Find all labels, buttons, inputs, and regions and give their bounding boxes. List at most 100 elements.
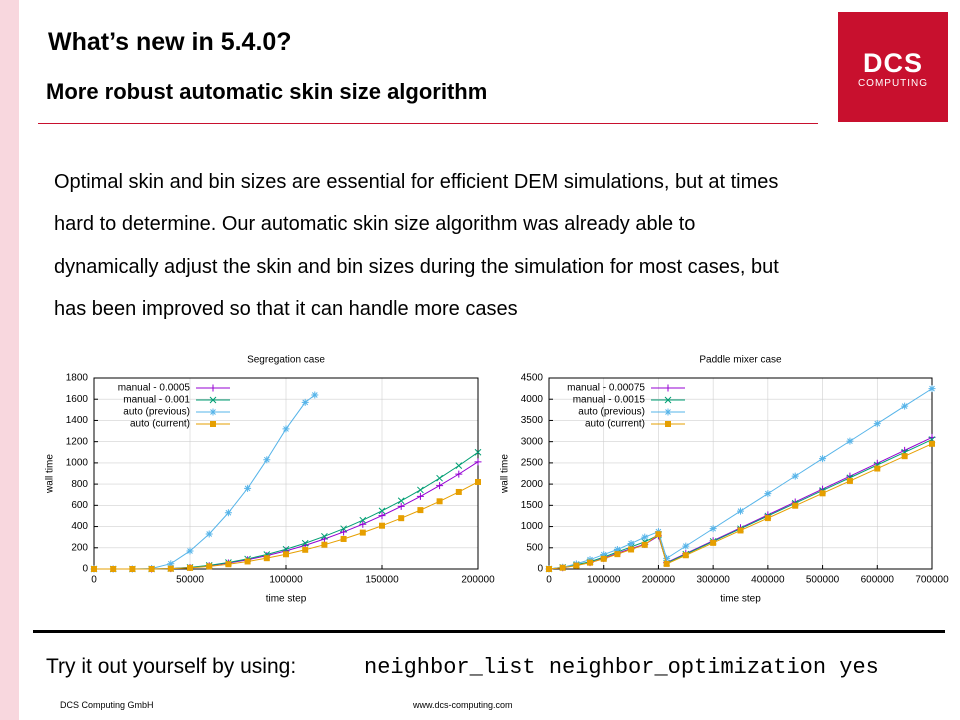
point <box>641 541 648 548</box>
x-tick-label: 0 <box>91 575 97 586</box>
series-line <box>548 436 933 570</box>
point <box>244 558 251 565</box>
point <box>301 539 309 547</box>
point <box>846 477 853 484</box>
point <box>301 398 309 406</box>
legend-label: auto (previous) <box>578 407 645 418</box>
point <box>187 564 193 571</box>
point <box>710 539 717 546</box>
footer-url: www.dcs-computing.com <box>413 700 513 710</box>
y-tick-label: 1000 <box>66 458 89 469</box>
y-tick-label: 1600 <box>66 394 89 405</box>
y-tick-label: 3000 <box>521 436 544 447</box>
point <box>600 555 607 562</box>
point <box>359 520 367 528</box>
point <box>311 391 319 399</box>
point <box>455 470 463 478</box>
legend-marker <box>664 384 672 392</box>
point <box>663 560 670 567</box>
point <box>359 529 366 536</box>
chart-title: Paddle mixer case <box>699 355 782 366</box>
point <box>682 542 690 550</box>
point <box>148 566 155 572</box>
point <box>682 552 689 559</box>
x-tick-label: 600000 <box>861 575 895 586</box>
point <box>340 535 347 542</box>
point <box>91 566 97 572</box>
point <box>186 547 194 555</box>
y-tick-label: 3500 <box>521 415 544 426</box>
point <box>475 478 481 485</box>
legend-marker <box>665 421 671 427</box>
y-axis-label: wall time <box>500 454 511 494</box>
point <box>302 546 309 553</box>
point <box>901 402 909 410</box>
y-axis-label: wall time <box>45 454 56 494</box>
y-tick-label: 2000 <box>521 479 544 490</box>
point <box>613 545 621 553</box>
title: What’s new in 5.4.0? <box>48 28 292 56</box>
logo: DCS COMPUTING <box>838 12 948 122</box>
point <box>436 474 443 482</box>
point <box>397 502 405 510</box>
body-line: has been improved so that it can handle … <box>54 298 518 320</box>
x-tick-label: 500000 <box>806 575 840 586</box>
point <box>378 512 386 520</box>
title-rule <box>38 123 818 124</box>
point <box>224 509 232 517</box>
plot-frame <box>548 377 933 570</box>
x-axis-label: time step <box>720 594 761 605</box>
legend-label: auto (current) <box>130 419 190 430</box>
legend-label: manual - 0.0005 <box>118 383 191 394</box>
point <box>340 525 347 533</box>
point <box>244 484 252 492</box>
y-tick-label: 1200 <box>66 436 89 447</box>
point <box>901 453 908 460</box>
point <box>436 498 443 505</box>
x-tick-label: 0 <box>546 575 552 586</box>
legend-label: manual - 0.001 <box>123 395 190 406</box>
point <box>791 472 799 480</box>
subtitle: More robust automatic skin size algorith… <box>46 79 488 104</box>
point <box>641 533 649 541</box>
point <box>321 541 328 548</box>
point <box>455 462 463 470</box>
y-tick-label: 400 <box>71 521 88 532</box>
y-tick-label: 1400 <box>66 415 89 426</box>
y-tick-label: 1000 <box>521 521 544 532</box>
point <box>167 565 174 572</box>
y-tick-label: 800 <box>71 479 88 490</box>
y-tick-label: 600 <box>71 500 88 511</box>
point <box>873 420 881 428</box>
x-tick-label: 400000 <box>751 575 785 586</box>
x-tick-label: 50000 <box>176 575 204 586</box>
point <box>655 531 662 538</box>
point <box>792 502 799 509</box>
footer-company: DCS Computing GmbH <box>60 700 154 710</box>
point <box>573 562 580 569</box>
plot-frame <box>93 377 479 570</box>
x-tick-label: 200000 <box>461 575 495 586</box>
logo-name: DCS <box>862 48 923 78</box>
x-tick-label: 150000 <box>365 575 399 586</box>
chart-title: Segregation case <box>247 355 325 366</box>
point <box>110 566 117 572</box>
point <box>737 527 744 534</box>
legend-marker <box>209 408 217 416</box>
cta-code: neighbor_list neighbor_optimization yes <box>364 655 879 680</box>
point <box>417 507 424 514</box>
x-axis-label: time step <box>266 594 307 605</box>
point <box>379 522 385 529</box>
x-tick-label: 300000 <box>696 575 730 586</box>
point <box>764 515 771 522</box>
point <box>819 455 827 463</box>
legend-marker <box>209 396 217 404</box>
point <box>263 555 270 562</box>
legend-marker <box>209 384 217 392</box>
legend-label: auto (current) <box>585 419 645 430</box>
point <box>474 448 482 456</box>
x-tick-label: 700000 <box>915 575 949 586</box>
point <box>600 551 608 559</box>
point <box>709 525 717 533</box>
legend-label: auto (previous) <box>123 407 190 418</box>
